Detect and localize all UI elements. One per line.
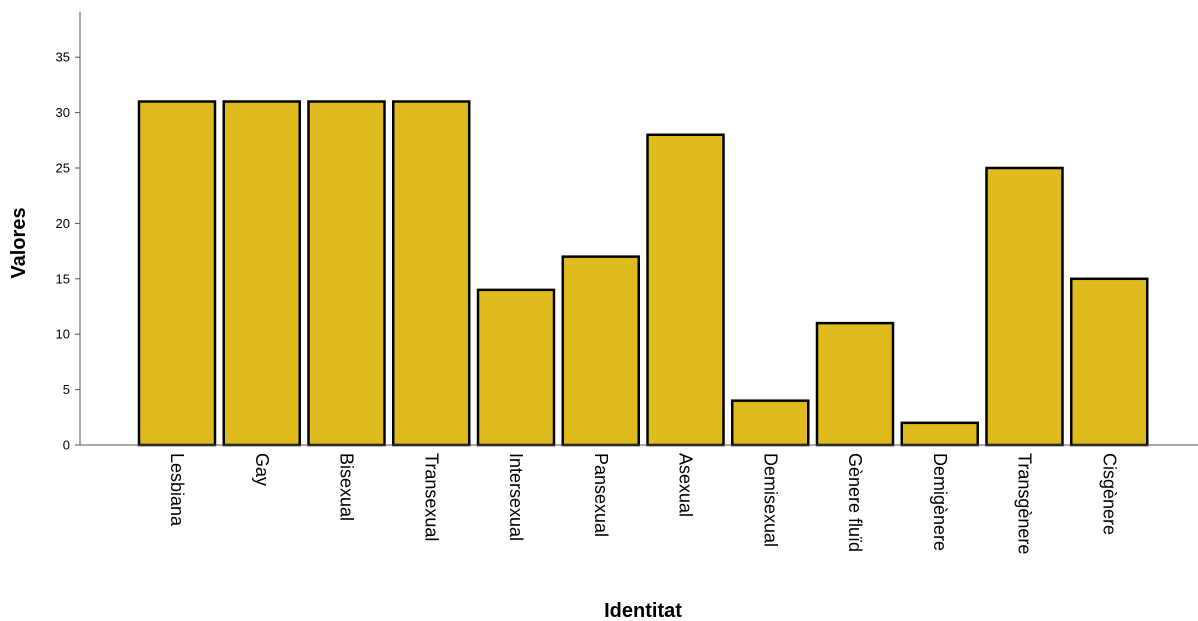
y-tick-label-5: 25 [56,161,70,176]
category-label-1: Gay [252,453,272,486]
bars-group [137,100,1149,447]
y-tick-label-3: 15 [56,271,70,286]
category-label-4: Intersexual [506,453,526,541]
category-label-5: Pansexual [591,453,611,537]
y-tick-label-1: 5 [63,382,70,397]
category-label-11: Cisgènere [1099,453,1119,535]
bar-5 [561,255,640,447]
bar-8 [815,321,895,447]
bar-0 [137,100,217,447]
y-tick-label-0: 0 [63,438,70,453]
y-tick-label-2: 10 [56,327,70,342]
bar-2 [307,100,386,447]
y-axis-title: Valores [8,207,30,278]
bar-9 [900,421,979,447]
bar-3 [392,100,471,447]
category-labels: Lesbiana Gay Bisexual Transexual Intersexual… [167,453,1119,554]
y-tick-label-7: 35 [56,50,70,65]
y-tick-label-6: 30 [56,105,70,120]
bar-4 [476,288,556,447]
bar-7 [731,399,810,447]
category-label-3: Transexual [421,453,441,541]
x-axis-title: Identitat [604,600,682,621]
category-label-10: Transgènere [1015,453,1035,554]
y-axis: 0 5 10 15 20 25 30 35 [56,12,81,453]
category-label-8: Gènere fluïd [845,453,865,552]
y-tick-label-4: 20 [56,216,70,231]
category-label-7: Demisexual [760,453,780,547]
category-label-6: Asexual [676,453,696,517]
bar-1 [222,100,301,447]
category-label-2: Bisexual [337,453,357,521]
category-label-0: Lesbiana [167,453,187,527]
bar-11 [1070,277,1149,447]
bar-10 [985,166,1064,447]
bar-6 [646,133,725,447]
category-label-9: Demigènere [930,453,950,551]
